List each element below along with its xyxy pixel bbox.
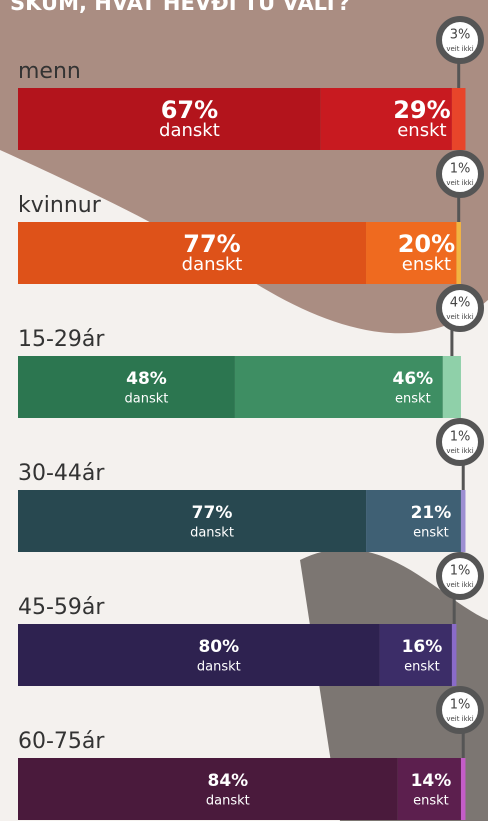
bubble-value: 1% (450, 430, 471, 445)
category-label: 60-75ár (18, 729, 105, 754)
bubble (436, 552, 484, 600)
bar-segment (460, 758, 466, 820)
bar-segment (460, 490, 466, 552)
value-label: 77% (192, 503, 233, 523)
bar-segment (18, 490, 367, 552)
bubble-value: 3% (450, 28, 471, 43)
bubble-label: veit ikki (446, 179, 473, 187)
value-label: 20% (398, 230, 455, 258)
bubble (436, 686, 484, 734)
category-label: 45-59ár (18, 595, 105, 620)
series-label: danskt (197, 660, 241, 675)
bar-segment (18, 88, 321, 150)
bar-segment (234, 356, 443, 418)
bubble (436, 418, 484, 466)
value-label: 67% (161, 96, 218, 124)
bubble-label: veit ikki (446, 313, 473, 321)
series-label: danskt (125, 392, 169, 407)
value-label: 77% (183, 230, 240, 258)
bar-segment (18, 624, 380, 686)
bar-segment (320, 88, 452, 150)
bubble-value: 1% (450, 162, 471, 177)
series-label: enskt (395, 392, 431, 407)
bubble (436, 284, 484, 332)
bar-segment (18, 356, 235, 418)
value-label: 21% (411, 503, 452, 523)
value-label: 48% (126, 369, 167, 389)
chart-title: SKÚM, HVAT HEVÐI TÚ VALT? (10, 0, 350, 15)
bubble (436, 16, 484, 64)
category-label: 15-29ár (18, 327, 105, 352)
series-label: enskt (404, 660, 440, 675)
bar-segment (18, 222, 367, 284)
bar-segment (456, 222, 461, 284)
bubble-value: 4% (450, 296, 471, 311)
category-label: 30-44ár (18, 461, 105, 486)
series-label: danskt (206, 794, 250, 809)
bar-segment (451, 88, 466, 150)
series-label: enskt (413, 526, 449, 541)
value-label: 80% (198, 637, 239, 657)
category-label: kvinnur (18, 193, 102, 218)
bubble-label: veit ikki (446, 581, 473, 589)
bubble-label: veit ikki (446, 447, 473, 455)
series-label: enskt (397, 120, 446, 141)
category-label: menn (18, 59, 81, 84)
bubble (436, 150, 484, 198)
value-label: 16% (402, 637, 443, 657)
bar-segment (442, 356, 461, 418)
series-label: danskt (182, 254, 243, 275)
bar-segment (379, 624, 452, 686)
series-label: enskt (413, 794, 449, 809)
bar-segment (451, 624, 457, 686)
bubble-value: 1% (450, 698, 471, 713)
value-label: 29% (393, 96, 450, 124)
bubble-value: 1% (450, 564, 471, 579)
bar-segment (18, 758, 398, 820)
value-label: 84% (207, 771, 248, 791)
bubble-label: veit ikki (446, 45, 473, 53)
bubble-label: veit ikki (446, 715, 473, 723)
value-label: 46% (393, 369, 434, 389)
bar-segment (366, 222, 457, 284)
bar-segment (366, 490, 461, 552)
series-label: danskt (190, 526, 234, 541)
bar-segment (397, 758, 461, 820)
series-label: enskt (402, 254, 451, 275)
series-label: danskt (159, 120, 220, 141)
value-label: 14% (411, 771, 452, 791)
